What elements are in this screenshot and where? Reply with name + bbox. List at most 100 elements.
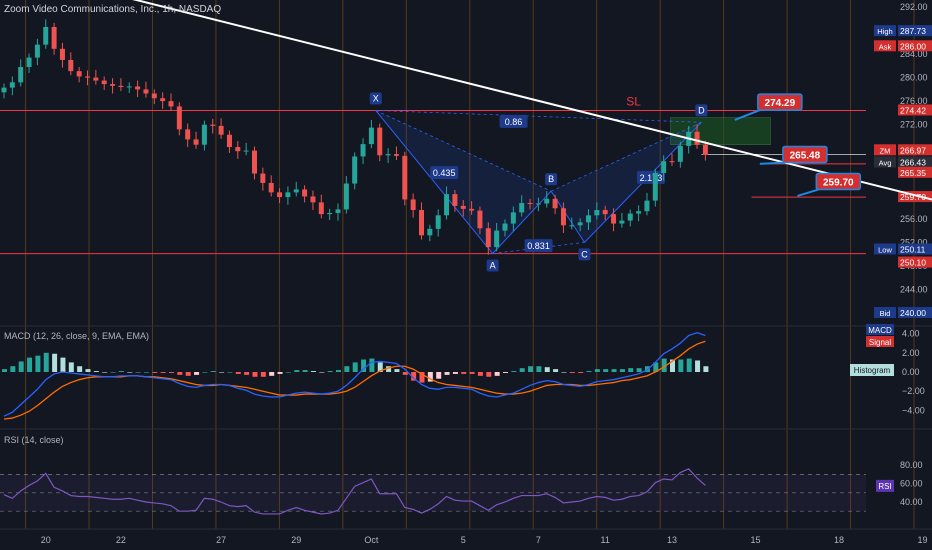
macd-histogram-bar bbox=[336, 370, 341, 372]
pattern-ratio-label: 2.173 bbox=[640, 173, 663, 183]
macd-histogram-bar bbox=[461, 372, 467, 374]
candle bbox=[477, 210, 483, 229]
macd-histogram-bar bbox=[528, 366, 534, 372]
macd-histogram-bar bbox=[219, 372, 225, 373]
macd-histogram-bar bbox=[477, 372, 483, 376]
time-tick-label: 7 bbox=[536, 535, 541, 545]
price-axis-label bbox=[898, 40, 932, 52]
price-tick-label: 280.00 bbox=[900, 73, 928, 83]
candle bbox=[569, 225, 575, 227]
candle bbox=[252, 150, 257, 174]
price-tick-label: 252.00 bbox=[900, 237, 928, 247]
candle bbox=[393, 154, 399, 156]
macd-histogram-bar bbox=[603, 369, 609, 372]
time-tick-label: 22 bbox=[116, 535, 126, 545]
candle bbox=[368, 127, 374, 145]
candle bbox=[535, 203, 541, 205]
macd-histogram-bar bbox=[18, 361, 24, 372]
macd-pane-title: MACD (12, 26, close, 9, EMA, EMA) bbox=[4, 331, 150, 341]
pattern-ratio-label: 0.831 bbox=[527, 241, 550, 251]
macd-tick-label: 0.00 bbox=[902, 367, 920, 377]
signal-line bbox=[3, 340, 706, 420]
price-axis-label bbox=[898, 191, 932, 203]
macd-histogram-bar bbox=[227, 372, 233, 373]
macd-histogram-bar bbox=[244, 372, 250, 375]
macd-histogram-bar bbox=[628, 368, 634, 372]
target-value: 259.70 bbox=[823, 178, 854, 189]
macd-histogram-bar bbox=[235, 372, 241, 374]
candle bbox=[68, 59, 74, 72]
pattern-ratio-line bbox=[375, 110, 552, 192]
price-axis-tag bbox=[874, 40, 896, 52]
pattern-point-label: X bbox=[373, 93, 379, 103]
rsi-tick-label: 60.00 bbox=[900, 479, 923, 489]
session-band bbox=[88, 0, 90, 529]
pattern-point-label: A bbox=[490, 261, 496, 271]
macd-histogram-bar bbox=[561, 372, 567, 373]
macd-histogram-bar bbox=[269, 372, 275, 376]
candle bbox=[586, 215, 591, 223]
macd-histogram-bar bbox=[252, 372, 258, 377]
price-axis-tag-label: ZM bbox=[880, 146, 891, 155]
candle bbox=[419, 210, 424, 236]
session-band bbox=[723, 0, 725, 529]
rsi-pane-title: RSI (14, close) bbox=[4, 435, 64, 445]
price-axis-label bbox=[898, 256, 932, 268]
macd-histogram-bar bbox=[169, 372, 174, 373]
candle bbox=[260, 173, 266, 183]
macd-histogram-bar bbox=[2, 369, 7, 372]
price-axis-value: 287.73 bbox=[900, 26, 926, 36]
candle bbox=[168, 101, 174, 107]
pattern-ratio-box bbox=[524, 239, 553, 253]
candle bbox=[427, 228, 433, 236]
macd-histogram-bar bbox=[160, 372, 166, 373]
candle bbox=[527, 202, 533, 204]
macd-histogram-bar bbox=[60, 357, 66, 372]
candle bbox=[76, 71, 82, 77]
macd-histogram-bar bbox=[210, 371, 216, 372]
rsi-pane: 80.00 60.00 40.00 RSI bbox=[0, 460, 923, 515]
pattern-triangle bbox=[375, 110, 552, 254]
session-band bbox=[25, 0, 27, 529]
macd-histogram-bar bbox=[519, 368, 525, 372]
price-axis-label bbox=[898, 156, 932, 168]
candle bbox=[343, 183, 349, 210]
candle bbox=[385, 154, 391, 156]
macd-histogram-bar bbox=[636, 368, 642, 372]
candle bbox=[59, 48, 65, 60]
session-band bbox=[850, 0, 852, 529]
macd-histogram-bar bbox=[152, 372, 158, 373]
session-band bbox=[342, 0, 344, 529]
macd-histogram-bar bbox=[194, 372, 200, 375]
price-axis-label bbox=[898, 307, 932, 318]
price-tick-label: 256.00 bbox=[900, 214, 928, 224]
price-axis-label bbox=[898, 243, 932, 255]
candle bbox=[118, 85, 124, 88]
session-band bbox=[786, 0, 788, 529]
price-axis-value: 250.11 bbox=[900, 245, 926, 255]
candle bbox=[26, 57, 32, 68]
time-tick-label: 19 bbox=[917, 535, 927, 545]
candle bbox=[110, 84, 116, 86]
pattern-ratio-box bbox=[636, 170, 665, 184]
candle bbox=[151, 93, 157, 99]
candle bbox=[544, 198, 550, 204]
price-axis-value: 266.97 bbox=[900, 145, 926, 155]
candle bbox=[335, 209, 341, 213]
macd-histogram-bar bbox=[436, 372, 442, 379]
pattern-point-box bbox=[369, 92, 382, 105]
macd-histogram-bar bbox=[285, 372, 291, 373]
macd-tick-label: −2.00 bbox=[902, 386, 925, 396]
macd-histogram-bar bbox=[594, 369, 600, 372]
candle bbox=[210, 124, 216, 126]
macd-histogram-bar bbox=[319, 372, 325, 373]
candle bbox=[293, 189, 299, 193]
macd-histogram-bar bbox=[35, 355, 41, 372]
candles bbox=[1, 19, 708, 255]
pattern-ratio-box bbox=[499, 114, 528, 128]
pattern-point-box bbox=[545, 173, 558, 186]
pattern-point-label: B bbox=[548, 174, 554, 184]
candle bbox=[469, 208, 475, 211]
macd-histogram-bar bbox=[185, 372, 191, 376]
